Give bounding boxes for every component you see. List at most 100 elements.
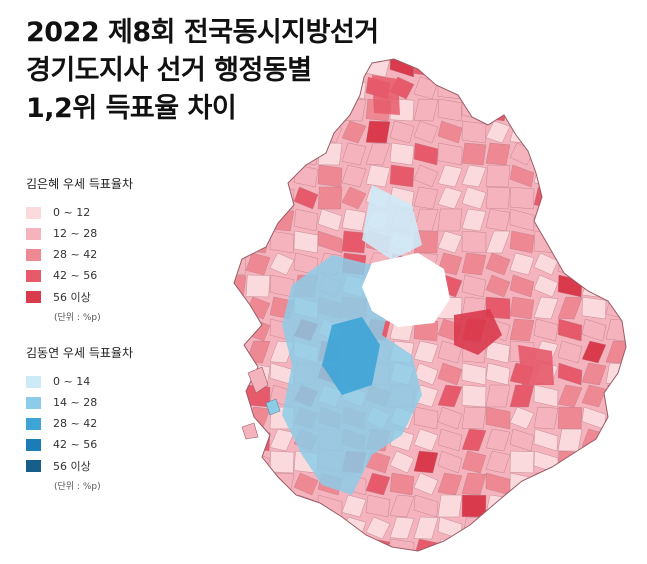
region-cell — [581, 98, 607, 122]
legend-swatch — [26, 438, 41, 451]
region-cell — [413, 406, 439, 430]
region-cell — [605, 428, 626, 452]
region-cell — [605, 164, 626, 188]
region-cell — [485, 384, 511, 408]
region-cell — [389, 164, 415, 188]
region-cell — [485, 252, 511, 276]
legend-swatch — [26, 417, 41, 430]
region-cell — [317, 142, 343, 166]
region-cell — [509, 230, 535, 254]
region-cell — [317, 164, 343, 188]
region-cell — [461, 428, 487, 452]
region-cell — [437, 428, 463, 452]
region-cell — [245, 472, 271, 496]
region-cell — [413, 186, 439, 210]
region-cell — [630, 341, 634, 363]
legend-label: 56 이상 — [53, 290, 91, 304]
region-cell — [509, 384, 535, 408]
region-cell — [533, 296, 559, 320]
region-cell — [605, 142, 626, 166]
region-cell — [234, 362, 247, 386]
region-cell — [533, 142, 559, 166]
title-line-3: 1,2위 득표율 차이 — [26, 93, 237, 124]
region-cell — [630, 539, 634, 555]
region-cell — [485, 538, 511, 551]
region-cell — [234, 76, 247, 100]
region-cell — [605, 59, 626, 78]
legend-label: 14 ~ 28 — [53, 396, 98, 409]
region-cell — [581, 450, 607, 474]
region-cell — [533, 186, 559, 210]
region-cell — [509, 120, 535, 144]
region-cell — [389, 450, 415, 474]
region-cell — [437, 362, 463, 386]
region-cell — [533, 428, 559, 452]
region-cell — [461, 450, 487, 474]
region-cell — [341, 208, 367, 232]
region-cell — [509, 538, 535, 551]
legend-label: 28 ~ 42 — [53, 417, 98, 430]
region-cell — [365, 538, 391, 551]
region-cell — [365, 516, 391, 540]
region-cell — [245, 208, 271, 232]
region-cell — [509, 428, 535, 452]
region-cell — [234, 406, 247, 430]
region-cell — [234, 494, 247, 518]
region-cell — [630, 385, 634, 407]
region-cell — [413, 472, 439, 496]
region-cell — [509, 450, 535, 474]
region-cell — [509, 164, 535, 188]
region-cell — [605, 472, 626, 496]
region-cell — [509, 494, 535, 518]
legend-swatch — [26, 227, 41, 240]
region-cell — [234, 186, 247, 210]
legend-label: 0 ~ 12 — [53, 206, 91, 219]
region-cell — [234, 318, 247, 342]
region-cell — [293, 230, 319, 254]
legend-unit: (단위 : %p) — [54, 313, 101, 323]
region-cell — [630, 209, 634, 231]
region-cell — [365, 472, 391, 496]
region-cell — [293, 76, 319, 100]
region-cell — [437, 208, 463, 232]
region-cell — [293, 538, 319, 551]
legend-item: 0 ~ 14 — [26, 371, 176, 392]
legend-swatch — [26, 290, 41, 303]
region-cell — [461, 362, 487, 386]
seoul-hole — [362, 253, 450, 327]
region-cell — [533, 59, 559, 78]
region-cell — [341, 76, 367, 100]
region-cell — [630, 517, 634, 539]
region-cell — [605, 274, 626, 298]
region-cell — [293, 516, 319, 540]
region-cell — [461, 208, 487, 232]
region-cell — [269, 450, 295, 474]
region-cell — [533, 252, 559, 276]
region-cell — [234, 472, 247, 496]
region-cell — [365, 164, 391, 188]
region-cell — [557, 318, 583, 342]
region-cell — [630, 99, 634, 121]
blue-strong-region — [322, 317, 380, 395]
red-strong-region — [372, 75, 400, 115]
legend-kim-eunhye: 김은혜 우세 득표율차 0 ~ 12 12 ~ 28 28 ~ 42 42 ~ … — [26, 175, 176, 323]
legend-label: 56 이상 — [53, 459, 91, 473]
region-cell — [437, 98, 463, 122]
region-cell — [269, 120, 295, 144]
region-cell — [245, 98, 271, 122]
region-cell — [461, 406, 487, 430]
region-cell — [581, 230, 607, 254]
region-cell — [557, 164, 583, 188]
region-cell — [485, 340, 511, 364]
region-cell — [245, 252, 271, 276]
region-cell — [557, 186, 583, 210]
legend-item: 28 ~ 42 — [26, 413, 176, 434]
region-cell — [533, 472, 559, 496]
region-cell — [605, 362, 626, 386]
region-cell — [630, 451, 634, 473]
region-cell — [509, 274, 535, 298]
region-cell — [630, 473, 634, 495]
region-cell — [485, 76, 511, 100]
region-cell — [557, 296, 583, 320]
region-cell — [341, 59, 367, 78]
